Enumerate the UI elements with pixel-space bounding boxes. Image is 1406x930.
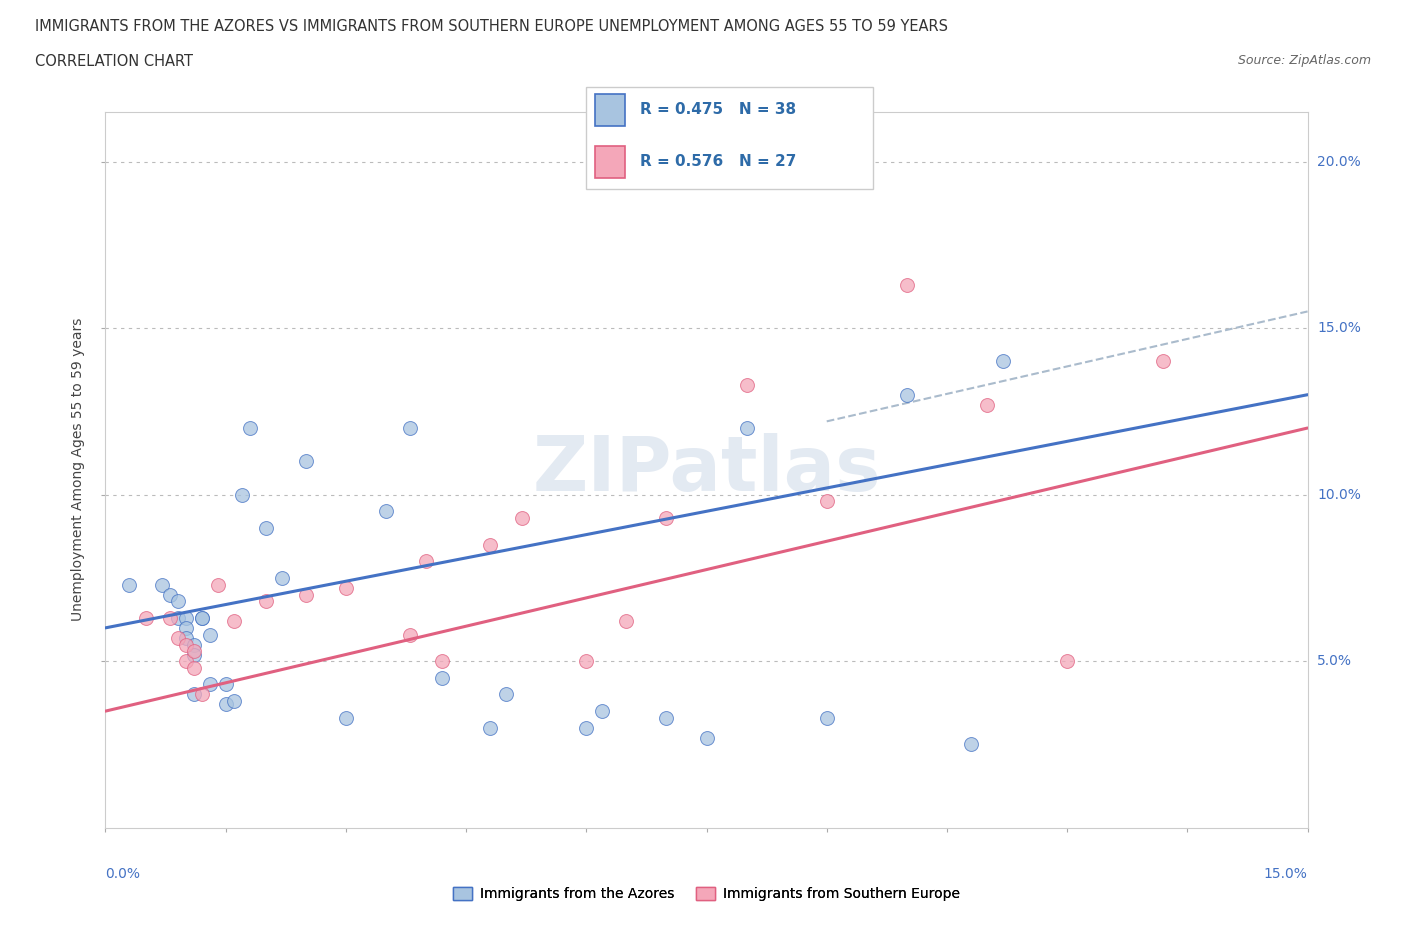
- Point: [222, 614, 245, 629]
- Text: 15.0%: 15.0%: [1264, 867, 1308, 881]
- Point: [1056, 654, 1078, 669]
- Text: R = 0.576   N = 27: R = 0.576 N = 27: [640, 153, 796, 168]
- Point: [183, 647, 205, 662]
- Point: [735, 378, 758, 392]
- Point: [896, 277, 918, 292]
- Point: [118, 578, 141, 592]
- Legend: Immigrants from the Azores, Immigrants from Southern Europe: Immigrants from the Azores, Immigrants f…: [447, 882, 966, 907]
- Text: 20.0%: 20.0%: [1317, 154, 1361, 168]
- Point: [231, 487, 253, 502]
- Point: [335, 711, 357, 725]
- Point: [190, 610, 212, 625]
- Point: [655, 711, 678, 725]
- Point: [896, 387, 918, 402]
- Text: 0.0%: 0.0%: [105, 867, 141, 881]
- Point: [295, 454, 318, 469]
- Point: [183, 637, 205, 652]
- Point: [510, 511, 533, 525]
- Point: [295, 587, 318, 602]
- Point: [166, 610, 188, 625]
- Point: [207, 578, 229, 592]
- Point: [174, 631, 197, 645]
- Point: [430, 654, 453, 669]
- Text: ZIPatlas: ZIPatlas: [533, 432, 880, 507]
- Point: [399, 420, 422, 435]
- Point: [655, 511, 678, 525]
- Point: [159, 610, 181, 625]
- Point: [575, 721, 598, 736]
- Point: [960, 737, 983, 751]
- Point: [575, 654, 598, 669]
- Point: [495, 687, 517, 702]
- Point: [166, 631, 188, 645]
- Point: [430, 671, 453, 685]
- Text: 10.0%: 10.0%: [1317, 487, 1361, 501]
- Point: [616, 614, 638, 629]
- Point: [183, 687, 205, 702]
- Point: [415, 553, 437, 568]
- Point: [183, 660, 205, 675]
- Text: 5.0%: 5.0%: [1317, 654, 1353, 668]
- Point: [214, 697, 236, 711]
- Point: [335, 580, 357, 595]
- Text: R = 0.475   N = 38: R = 0.475 N = 38: [640, 102, 796, 117]
- Point: [214, 677, 236, 692]
- Point: [150, 578, 173, 592]
- Point: [159, 587, 181, 602]
- Bar: [595, 94, 624, 126]
- Point: [976, 397, 998, 412]
- Point: [198, 677, 221, 692]
- Point: [222, 694, 245, 709]
- Point: [254, 521, 277, 536]
- FancyBboxPatch shape: [586, 86, 873, 189]
- Point: [399, 627, 422, 642]
- Point: [135, 610, 157, 625]
- Point: [991, 354, 1014, 369]
- Point: [174, 610, 197, 625]
- Point: [174, 654, 197, 669]
- Point: [815, 711, 838, 725]
- Point: [239, 420, 262, 435]
- Point: [591, 704, 613, 719]
- Text: IMMIGRANTS FROM THE AZORES VS IMMIGRANTS FROM SOUTHERN EUROPE UNEMPLOYMENT AMONG: IMMIGRANTS FROM THE AZORES VS IMMIGRANTS…: [35, 19, 948, 33]
- Y-axis label: Unemployment Among Ages 55 to 59 years: Unemployment Among Ages 55 to 59 years: [72, 318, 86, 621]
- Point: [696, 730, 718, 745]
- Point: [374, 504, 398, 519]
- Point: [815, 494, 838, 509]
- Point: [1152, 354, 1174, 369]
- Point: [166, 593, 188, 608]
- Point: [254, 593, 277, 608]
- Point: [190, 610, 212, 625]
- Point: [183, 644, 205, 658]
- Bar: [595, 146, 624, 178]
- Point: [198, 627, 221, 642]
- Point: [174, 637, 197, 652]
- Point: [479, 538, 502, 552]
- Point: [270, 570, 292, 585]
- Point: [479, 721, 502, 736]
- Text: Source: ZipAtlas.com: Source: ZipAtlas.com: [1237, 54, 1371, 67]
- Text: 15.0%: 15.0%: [1317, 321, 1361, 335]
- Point: [190, 687, 212, 702]
- Text: CORRELATION CHART: CORRELATION CHART: [35, 54, 193, 69]
- Point: [174, 620, 197, 635]
- Point: [735, 420, 758, 435]
